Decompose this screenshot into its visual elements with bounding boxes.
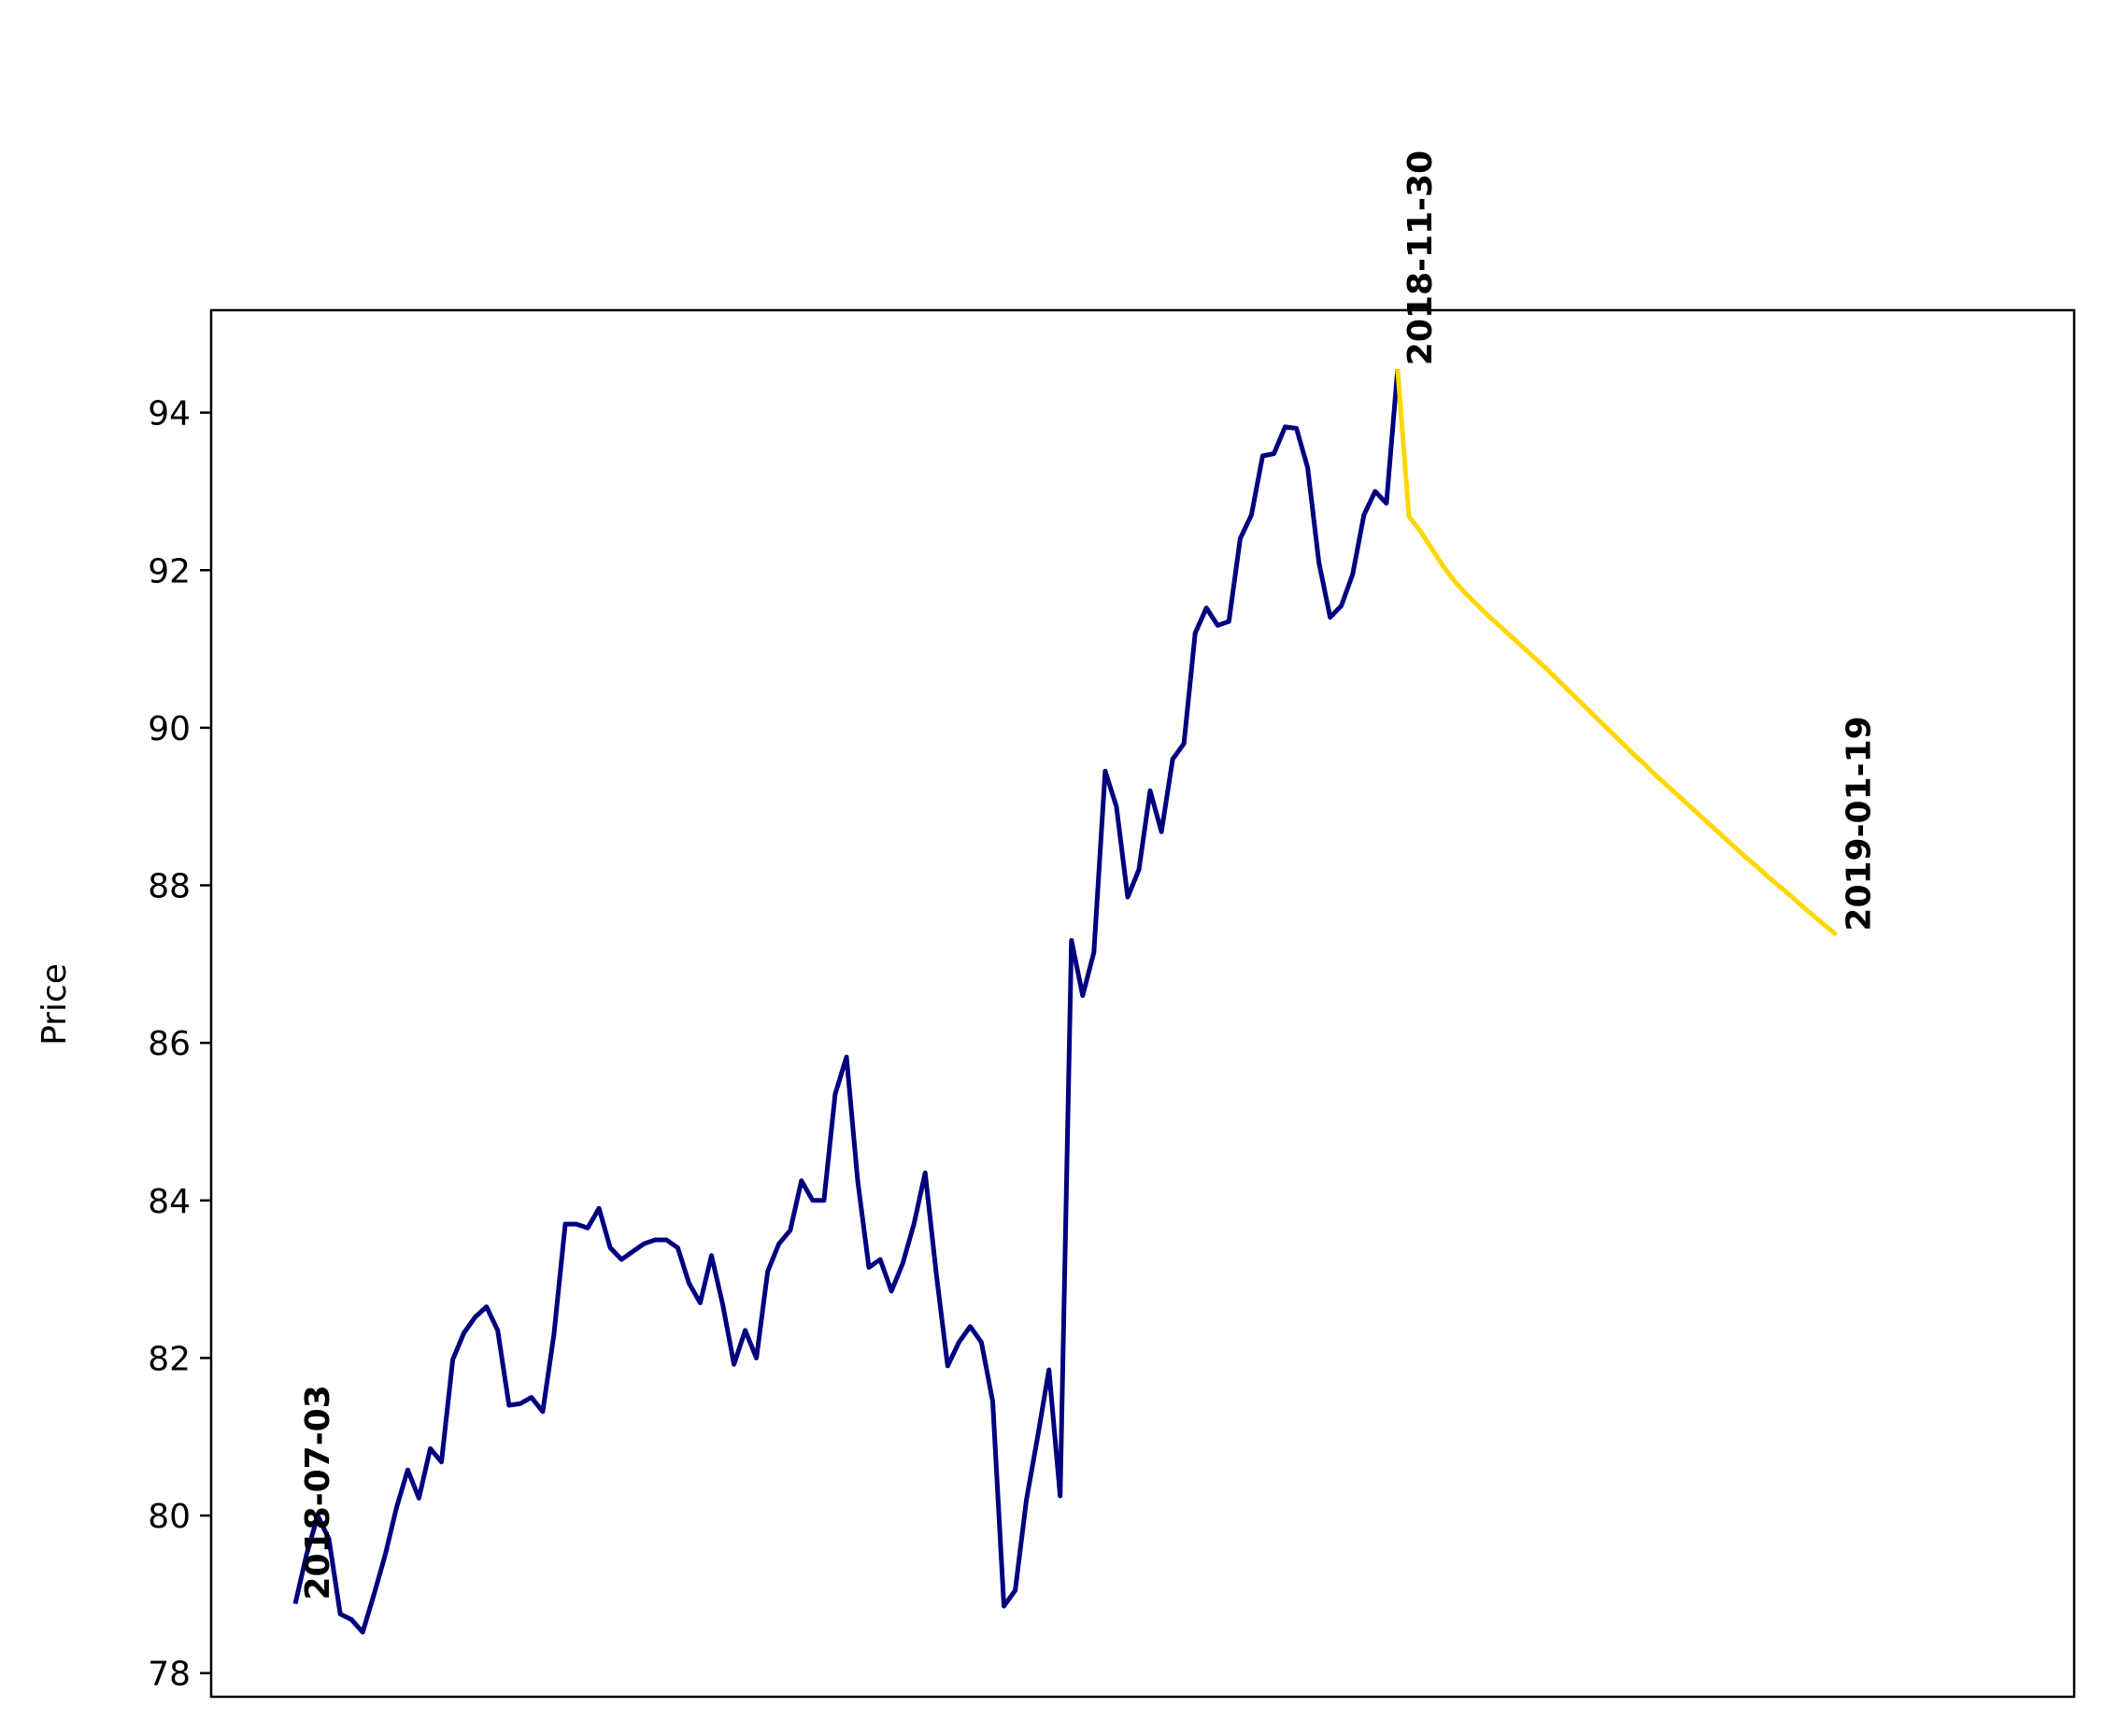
y-tick-label: 90 bbox=[148, 710, 191, 748]
y-tick-label: 78 bbox=[148, 1656, 191, 1694]
plot-area-frame bbox=[209, 308, 2076, 1699]
y-tick-label: 94 bbox=[148, 395, 191, 434]
date-annotation: 2018-07-03 bbox=[299, 1385, 337, 1600]
historical-price-line bbox=[292, 368, 1401, 1635]
y-tick-label: 92 bbox=[148, 552, 191, 591]
y-tick-label: 80 bbox=[148, 1498, 191, 1536]
y-axis-label: Price bbox=[36, 963, 74, 1046]
y-tick-label: 84 bbox=[148, 1183, 191, 1221]
forecast-price-line bbox=[1395, 369, 1839, 937]
series-layer bbox=[292, 368, 1839, 1635]
y-axis-ticks: 78 80 82 84 86 88 90 92 94 bbox=[148, 395, 211, 1694]
y-tick-label: 82 bbox=[148, 1340, 191, 1378]
date-annotation: 2019-01-19 bbox=[1841, 716, 1879, 931]
date-annotation: 2018-11-30 bbox=[1401, 150, 1440, 365]
y-tick-label: 88 bbox=[148, 868, 191, 906]
y-tick-label: 86 bbox=[148, 1025, 191, 1063]
date-annotations: 2018-07-03 2018-11-30 2019-01-19 bbox=[299, 150, 1879, 1601]
